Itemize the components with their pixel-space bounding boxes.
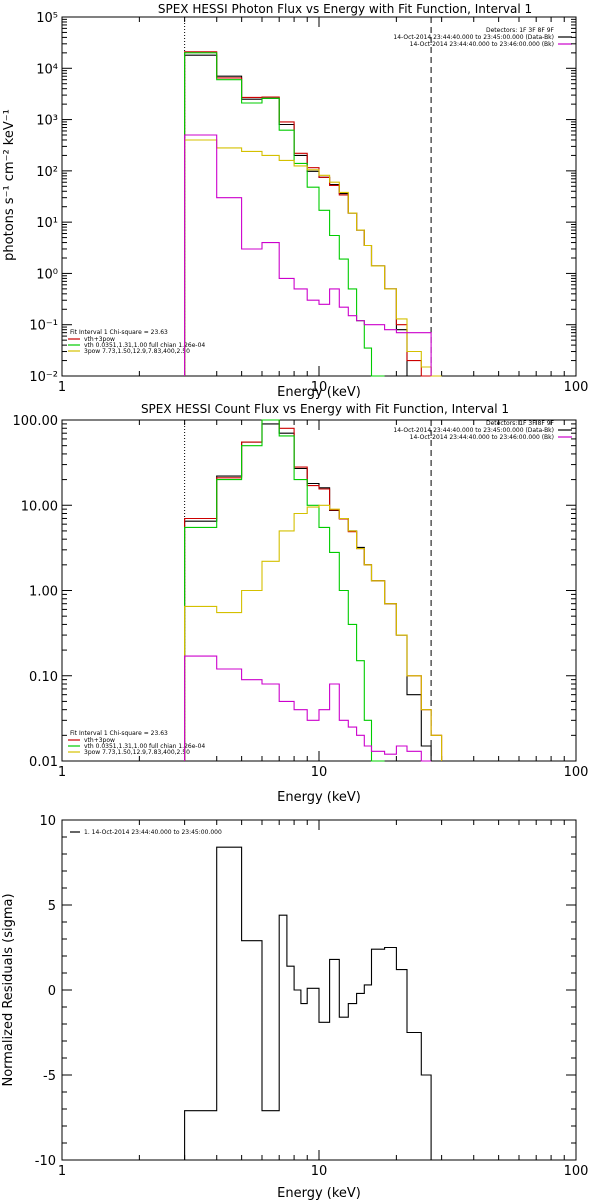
- residuals-series-0: [184, 846, 432, 1160]
- residuals-xtick-label: 10: [311, 1164, 328, 1179]
- residuals-panel: Energy (keV) Normalized Residuals (sigma…: [1, 814, 588, 1200]
- residuals-ytick-label: -10: [35, 1154, 56, 1169]
- count-flux-legend-header: Detectors: 1F 3F 8F 9F: [486, 420, 555, 427]
- count-flux-legend-left: Fit Interval 1 Chi-square = 23.63 vth+3p…: [68, 730, 205, 756]
- residuals-legend: 1. 14-Oct-2014 23:44:40.000 to 23:45:00.…: [70, 829, 222, 836]
- photon-flux-legend-fit-0: vth+3pow: [84, 336, 115, 343]
- count-flux-series-0: [184, 423, 442, 762]
- photon-flux-legend-left: Fit Interval 1 Chi-square = 23.63 vth+3p…: [68, 329, 205, 355]
- photon-flux-ytick-label: 10⁻¹: [29, 319, 58, 334]
- count-flux-xtick-label: 10: [311, 765, 328, 780]
- residuals-ytick-label: 5: [48, 899, 56, 914]
- photon-flux-series-2: [184, 52, 385, 377]
- count-flux-series-3: [184, 504, 443, 761]
- residuals-ylabel: Normalized Residuals (sigma): [1, 893, 16, 1086]
- count-flux-ytick-label: 1.00: [29, 585, 58, 600]
- count-flux-series-4: [184, 655, 432, 762]
- count-flux-ytick-label: 10.00: [21, 499, 58, 514]
- photon-flux-legend-right: Detectors: 1F 3F 8F 9F 14-Oct-2014 23:44…: [393, 27, 572, 48]
- count-flux-panel: SPEX HESSI Count Flux vs Energy with Fit…: [13, 402, 589, 805]
- count-flux-legend-bk: 14-Oct-2014 23:44:40.000 to 23:46:00.000…: [410, 434, 554, 441]
- residuals-ytick-label: -5: [43, 1069, 56, 1084]
- photon-flux-ytick-label: 10⁵: [36, 11, 58, 26]
- residuals-legend-entry: 1. 14-Oct-2014 23:44:40.000 to 23:45:00.…: [84, 829, 222, 836]
- photon-flux-ytick-label: 10⁻²: [29, 370, 58, 385]
- photon-flux-legend-bk: 14-Oct-2014 23:44:40.000 to 23:46:00.000…: [410, 41, 554, 48]
- photon-flux-legend-header: Detectors: 1F 3F 8F 9F: [486, 27, 555, 34]
- count-flux-ytick-label: 100.00: [13, 414, 59, 429]
- residuals-xtick-label: 100: [564, 1164, 589, 1179]
- photon-flux-ytick-label: 10¹: [36, 216, 58, 231]
- count-flux-legend-fit-header: Fit Interval 1 Chi-square = 23.63: [70, 730, 168, 737]
- photon-flux-legend-data: 14-Oct-2014 23:44:40.000 to 23:45:00.000…: [393, 34, 554, 41]
- count-flux-ytick-label: 0.01: [29, 755, 58, 770]
- count-flux-legend-right: Detectors: 1F 3F 8F 9F 14-Oct-2014 23:44…: [393, 420, 572, 441]
- photon-flux-legend-fit-header: Fit Interval 1 Chi-square = 23.63: [70, 329, 168, 336]
- residuals-ytick-label: 0: [48, 984, 56, 999]
- count-flux-title: SPEX HESSI Count Flux vs Energy with Fit…: [141, 402, 509, 416]
- residuals-xlabel: Energy (keV): [277, 1186, 361, 1200]
- photon-flux-legend-fit-2: 3pow 7.73,1.50,12.9,7.83,400,2.50: [84, 348, 190, 355]
- count-flux-legend-fit-0: vth+3pow: [84, 737, 115, 744]
- count-flux-legend-fit-2: 3pow 7.73,1.50,12.9,7.83,400,2.50: [84, 749, 190, 756]
- photon-flux-ytick-label: 10³: [36, 114, 58, 129]
- count-flux-xtick-label: 100: [564, 765, 589, 780]
- count-flux-series-2: [184, 419, 385, 762]
- photon-flux-legend-fit-1: vth 0.0351,1.31,1.00 full chian 1.26e-04: [84, 342, 205, 349]
- photon-flux-series-4: [184, 134, 432, 376]
- photon-flux-panel: SPEX HESSI Photon Flux vs Energy with Fi…: [2, 2, 588, 400]
- count-flux-series-1: [184, 419, 443, 761]
- count-flux-ytick-label: 0.10: [29, 670, 58, 685]
- count-flux-legend-data: 14-Oct-2014 23:44:40.000 to 23:45:00.000…: [393, 427, 554, 434]
- photon-flux-ytick-label: 10⁴: [36, 62, 58, 77]
- photon-flux-series-1: [184, 51, 432, 377]
- photon-flux-xtick-label: 100: [564, 380, 589, 395]
- photon-flux-ytick-label: 10²: [36, 165, 58, 180]
- residuals-xtick-label: 1: [58, 1164, 66, 1179]
- photon-flux-xtick-label: 10: [311, 380, 328, 395]
- count-flux-legend-fit-1: vth 0.0351,1.31,1.00 full chian 1.26e-04: [84, 743, 205, 750]
- photon-flux-series-0: [184, 54, 422, 377]
- photon-flux-ylabel: photons s⁻¹ cm⁻² keV⁻¹: [2, 109, 17, 261]
- photon-flux-xtick-label: 1: [58, 380, 66, 395]
- count-flux-xlabel: Energy (keV): [277, 790, 361, 805]
- count-flux-xtick-label: 1: [58, 765, 66, 780]
- photon-flux-series-3: [184, 139, 442, 377]
- residuals-ytick-label: 10: [39, 814, 56, 829]
- photon-flux-ytick-label: 10⁰: [36, 267, 58, 282]
- photon-flux-title: SPEX HESSI Photon Flux vs Energy with Fi…: [158, 2, 532, 16]
- photon-flux-xlabel: Energy (keV): [277, 385, 361, 400]
